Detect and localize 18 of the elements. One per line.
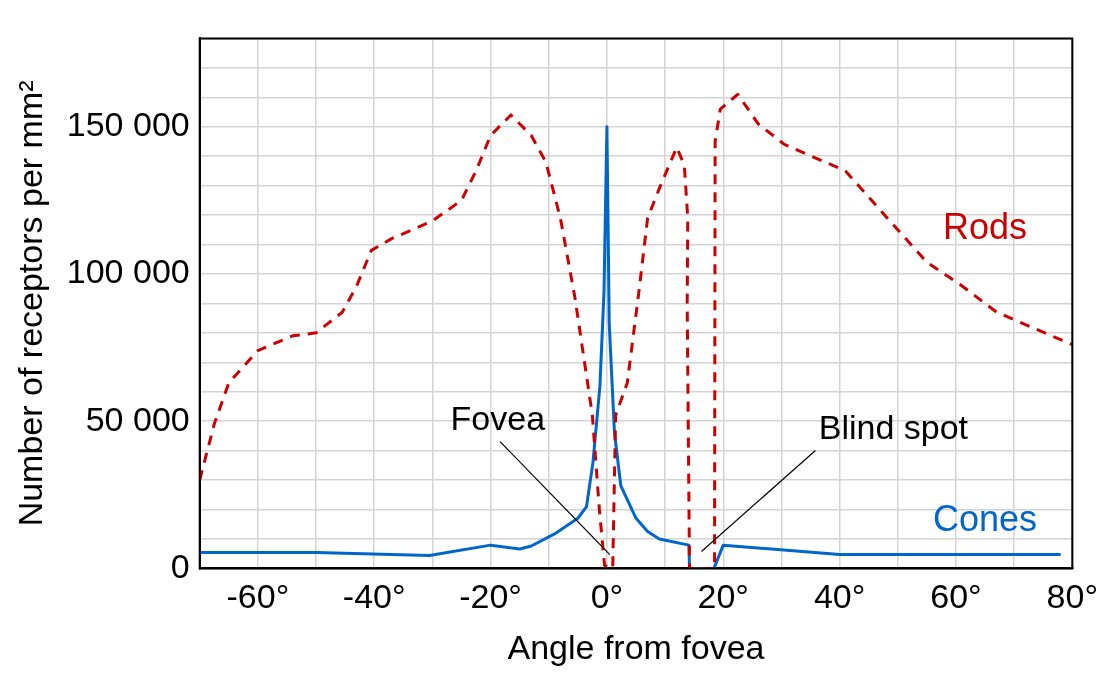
x-tick-label: 20° bbox=[697, 577, 749, 616]
x-tick-label: -40° bbox=[342, 577, 406, 616]
x-axis-title: Angle from fovea bbox=[507, 627, 765, 666]
y-axis-title: Number of receptors per mm² bbox=[10, 80, 49, 527]
series-label: Rods bbox=[943, 206, 1028, 248]
x-tick-label: 40° bbox=[813, 577, 866, 616]
y-tick-label: 100 000 bbox=[66, 252, 190, 291]
series-label: Cones bbox=[933, 497, 1038, 539]
x-tick-label: 0° bbox=[590, 577, 624, 616]
x-tick-label: -60° bbox=[226, 577, 290, 616]
x-tick-label: 80° bbox=[1046, 577, 1098, 616]
annotation: Fovea bbox=[450, 398, 546, 437]
annotation: Blind spot bbox=[818, 407, 969, 446]
x-tick-label: 60° bbox=[930, 577, 982, 616]
y-tick-label: 150 000 bbox=[66, 105, 190, 144]
y-tick-label: 0 bbox=[170, 546, 190, 585]
x-tick-label: -20° bbox=[459, 577, 522, 616]
y-tick-label: 50 000 bbox=[85, 399, 190, 438]
